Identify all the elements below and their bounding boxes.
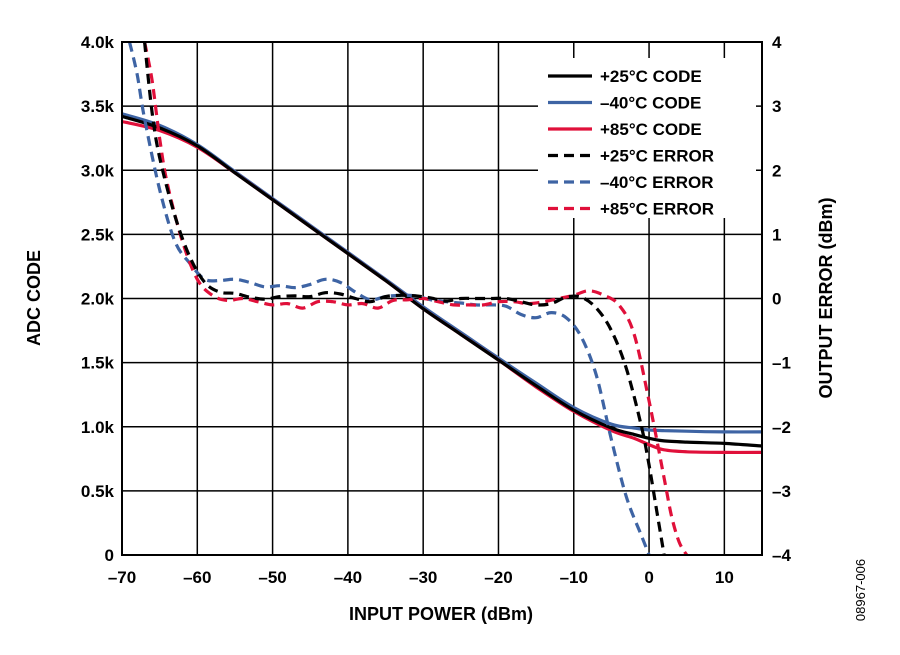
y-right-tick-label: –2 [772, 418, 791, 437]
legend-label: +25°C ERROR [600, 147, 714, 166]
x-tick-label: 10 [715, 568, 734, 587]
y-right-tick-label: 1 [772, 225, 781, 244]
y-axis-right-title: OUTPUT ERROR (dBm) [816, 198, 836, 399]
series-group [122, 42, 762, 555]
y-left-tick-label: 2.0k [81, 290, 115, 309]
x-tick-label: –40 [334, 568, 362, 587]
legend: +25°C CODE –40°C CODE +85°C CODE +25°C ERRO… [538, 58, 756, 219]
x-tick-label: –20 [484, 568, 512, 587]
y-left-tick-label: 3.5k [81, 97, 115, 116]
series-line-4 [127, 42, 651, 555]
legend-label: –40°C CODE [600, 94, 701, 113]
y-left-tick-label: 3.0k [81, 161, 115, 180]
y-axis-left-title: ADC CODE [24, 250, 44, 346]
legend-label: +25°C CODE [600, 67, 702, 86]
y-left-tick-label: 1.5k [81, 354, 115, 373]
y-right-tick-label: 0 [772, 290, 781, 309]
x-tick-label: –60 [183, 568, 211, 587]
y-left-tick-label: 1.0k [81, 418, 115, 437]
y-right-tick-label: –1 [772, 354, 791, 373]
y-right-tick-label: –3 [772, 482, 791, 501]
x-tick-label: –30 [409, 568, 437, 587]
y-right-tick-label: –4 [772, 546, 791, 565]
x-axis-title: INPUT POWER (dBm) [349, 604, 533, 624]
legend-label: +85°C ERROR [600, 200, 714, 219]
y-left-tick-label: 0 [105, 546, 114, 565]
y-right-tick-label: 2 [772, 161, 781, 180]
y-left-tick-label: 0.5k [81, 482, 115, 501]
y-right-tick-label: 3 [772, 97, 781, 116]
plot-frame [121, 41, 763, 556]
legend-label: +85°C CODE [600, 120, 702, 139]
legend-background [538, 58, 756, 218]
x-tick-label: 0 [644, 568, 653, 587]
tick-labels: –70 –60 –50 –40 –30 –20 –10 0 1000.5k1.0k1.5k2.0… [81, 33, 792, 587]
x-tick-label: –70 [108, 568, 136, 587]
series-line-0 [122, 114, 762, 448]
x-tick-label: –50 [258, 568, 286, 587]
y-left-tick-label: 4.0k [81, 33, 115, 52]
x-tick-label: –10 [560, 568, 588, 587]
y-right-tick-label: 4 [772, 33, 782, 52]
legend-label: –40°C ERROR [600, 173, 714, 192]
y-left-tick-label: 2.5k [81, 225, 115, 244]
series-layer [122, 42, 762, 555]
series-line-5 [143, 42, 689, 555]
figure-id: 08967-006 [853, 559, 868, 621]
